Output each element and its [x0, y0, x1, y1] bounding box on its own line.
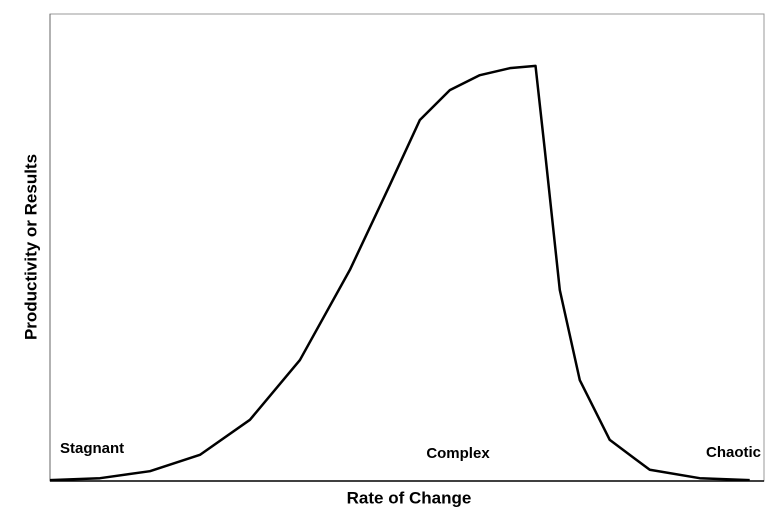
- curve: [49, 64, 750, 482]
- region-label: Chaotic: [706, 444, 761, 461]
- region-label: Complex: [426, 445, 490, 462]
- region-label: Stagnant: [60, 440, 124, 457]
- y-axis-label: Productivity or Results: [21, 154, 40, 340]
- plot-frame: [49, 13, 765, 482]
- x-axis-label: Rate of Change: [347, 488, 472, 507]
